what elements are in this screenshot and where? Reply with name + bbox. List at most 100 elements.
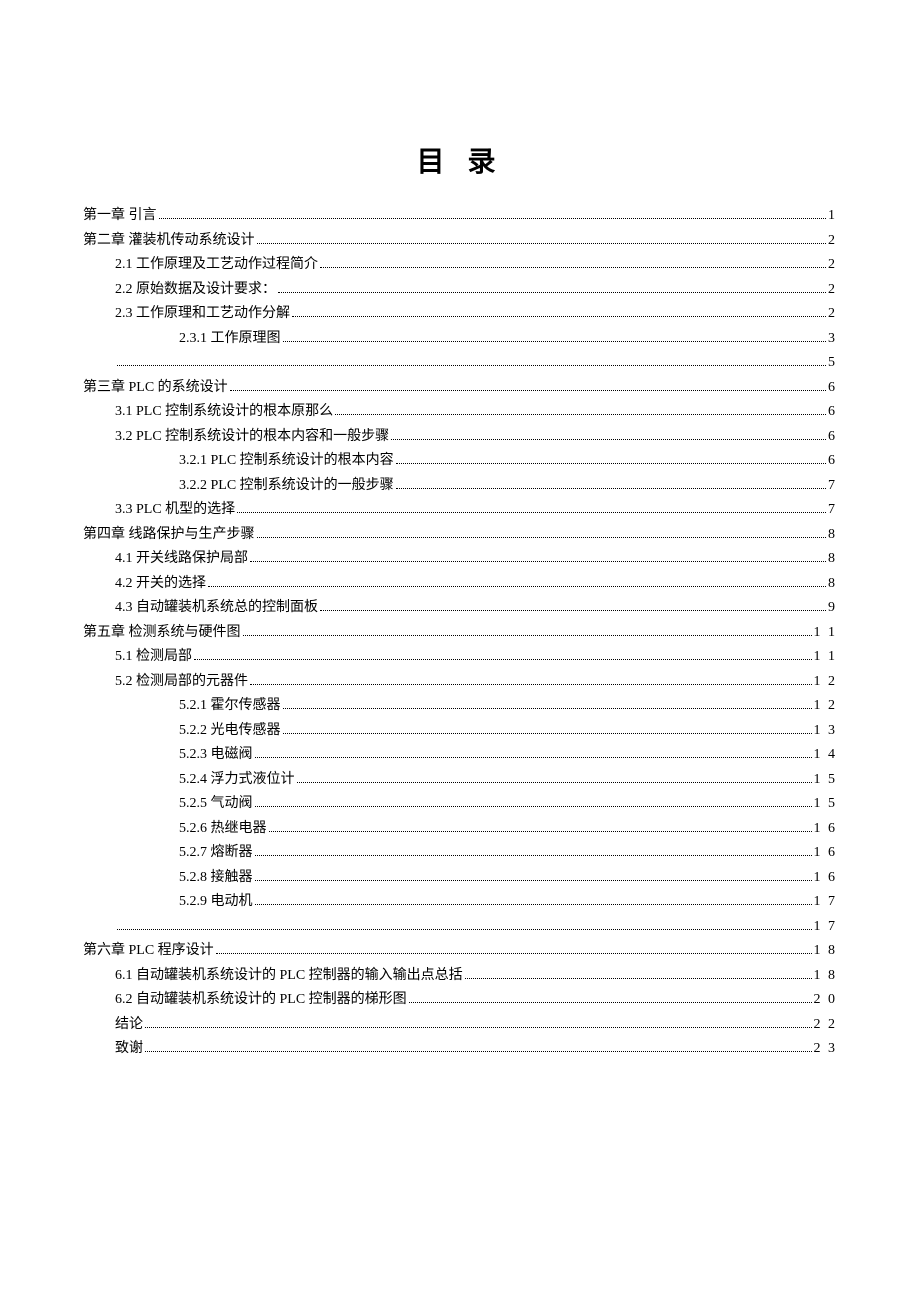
toc-entry-page: 1 1 xyxy=(814,645,838,670)
toc-entry: 5.2.9 电动机1 7 xyxy=(83,890,837,915)
toc-entry: 3.1 PLC 控制系统设计的根本原那么6 xyxy=(83,400,837,425)
toc-leader-dots xyxy=(396,463,826,464)
toc-entry-page: 7 xyxy=(828,498,837,523)
toc-entry-label: 3.2 PLC 控制系统设计的根本内容和一般步骤 xyxy=(115,425,389,450)
toc-entry-page: 1 6 xyxy=(814,841,838,866)
toc-leader-dots xyxy=(320,267,826,268)
toc-entry: 6.2 自动罐装机系统设计的 PLC 控制器的梯形图2 0 xyxy=(83,988,837,1013)
toc-entry-page: 2 2 xyxy=(814,1013,838,1038)
toc-entry-page: 7 xyxy=(828,474,837,499)
toc-leader-dots xyxy=(320,610,826,611)
toc-entry: 2.2 原始数据及设计要求： 2 xyxy=(83,278,837,303)
toc-entry-label: 5.2.8 接触器 xyxy=(179,866,253,891)
toc-entry-label: 3.3 PLC 机型的选择 xyxy=(115,498,235,523)
toc-leader-dots xyxy=(208,586,826,587)
toc-entry: 5 xyxy=(83,351,837,376)
toc-leader-dots xyxy=(255,880,812,881)
toc-entry: 6.1 自动罐装机系统设计的 PLC 控制器的输入输出点总括1 8 xyxy=(83,964,837,989)
toc-entry-label: 2.1 工作原理及工艺动作过程简介 xyxy=(115,253,318,278)
toc-entry: 5.2.5 气动阀1 5 xyxy=(83,792,837,817)
toc-leader-dots xyxy=(283,733,812,734)
toc-entry-label: 第五章 检测系统与硬件图 xyxy=(83,621,241,646)
toc-entry-page: 1 6 xyxy=(814,866,838,891)
toc-entry: 5.2.1 霍尔传感器1 2 xyxy=(83,694,837,719)
toc-entry: 第二章 灌装机传动系统设计2 xyxy=(83,229,837,254)
toc-entry: 第三章 PLC 的系统设计 6 xyxy=(83,376,837,401)
toc-title: 目 录 xyxy=(83,140,837,180)
toc-entry: 第六章 PLC 程序设计1 8 xyxy=(83,939,837,964)
toc-entry-label: 第六章 PLC 程序设计 xyxy=(83,939,214,964)
toc-entry: 2.1 工作原理及工艺动作过程简介 2 xyxy=(83,253,837,278)
toc-entry-page: 2 3 xyxy=(814,1037,838,1062)
toc-leader-dots xyxy=(255,757,812,758)
toc-entry-page: 1 4 xyxy=(814,743,838,768)
toc-leader-dots xyxy=(283,708,812,709)
toc-entry-label: 5.2.3 电磁阀 xyxy=(179,743,253,768)
toc-leader-dots xyxy=(396,488,826,489)
toc-entry-label: 结论 xyxy=(115,1013,143,1038)
toc-entry-label: 3.1 PLC 控制系统设计的根本原那么 xyxy=(115,400,333,425)
toc-entry-page: 1 5 xyxy=(814,768,838,793)
toc-entry: 3.3 PLC 机型的选择 7 xyxy=(83,498,837,523)
toc-leader-dots xyxy=(255,806,812,807)
toc-entry-page: 1 2 xyxy=(814,670,838,695)
toc-entry-page: 2 xyxy=(828,278,837,303)
toc-entry: 3.2.1 PLC 控制系统设计的根本内容6 xyxy=(83,449,837,474)
toc-entry-label: 5.2 检测局部的元器件 xyxy=(115,670,248,695)
toc-entry-page: 5 xyxy=(828,351,837,376)
toc-entry: 第四章 线路保护与生产步骤8 xyxy=(83,523,837,548)
toc-entry-label: 4.3 自动罐装机系统总的控制面板 xyxy=(115,596,318,621)
toc-entry-label: 5.2.2 光电传感器 xyxy=(179,719,281,744)
toc-leader-dots xyxy=(216,953,812,954)
toc-entry-page: 1 1 xyxy=(814,621,838,646)
toc-entry-page: 8 xyxy=(828,572,837,597)
toc-leader-dots xyxy=(159,218,827,219)
toc-leader-dots xyxy=(257,243,827,244)
toc-entry-label: 第一章 引言 xyxy=(83,204,157,229)
toc-entry-label: 2.3 工作原理和工艺动作分解 xyxy=(115,302,290,327)
toc-entry-label: 2.3.1 工作原理图 xyxy=(179,327,281,352)
toc-leader-dots xyxy=(230,390,826,391)
toc-entry: 2.3.1 工作原理图3 xyxy=(83,327,837,352)
toc-leader-dots xyxy=(465,978,812,979)
toc-entry-label: 6.1 自动罐装机系统设计的 PLC 控制器的输入输出点总括 xyxy=(115,964,463,989)
toc-entry: 5.2.3 电磁阀 1 4 xyxy=(83,743,837,768)
toc-entry-label: 3.2.2 PLC 控制系统设计的一般步骤 xyxy=(179,474,394,499)
toc-entry-page: 2 xyxy=(828,253,837,278)
toc-entry-label: 5.2.6 热继电器 xyxy=(179,817,267,842)
toc-entry-label: 4.1 开关线路保护局部 xyxy=(115,547,248,572)
toc-entry: 第五章 检测系统与硬件图 1 1 xyxy=(83,621,837,646)
toc-entry-page: 8 xyxy=(828,523,837,548)
toc-entry: 2.3 工作原理和工艺动作分解2 xyxy=(83,302,837,327)
toc-entry-label: 2.2 原始数据及设计要求： xyxy=(115,278,276,303)
toc-entry-label: 4.2 开关的选择 xyxy=(115,572,206,597)
toc-entry-page: 6 xyxy=(828,376,837,401)
toc-leader-dots xyxy=(409,1002,812,1003)
toc-leader-dots xyxy=(145,1027,812,1028)
toc-entry: 5.2.2 光电传感器1 3 xyxy=(83,719,837,744)
toc-leader-dots xyxy=(391,439,826,440)
toc-entry-page: 1 2 xyxy=(814,694,838,719)
toc-leader-dots xyxy=(269,831,812,832)
toc-entry: 5.2.4 浮力式液位计 1 5 xyxy=(83,768,837,793)
toc-entry: 5.1 检测局部1 1 xyxy=(83,645,837,670)
toc-entry-label: 5.2.4 浮力式液位计 xyxy=(179,768,295,793)
toc-entry: 5.2 检测局部的元器件 1 2 xyxy=(83,670,837,695)
toc-entry: 5.2.8 接触器 1 6 xyxy=(83,866,837,891)
toc-entry-page: 1 5 xyxy=(814,792,838,817)
toc-entry-label: 第三章 PLC 的系统设计 xyxy=(83,376,228,401)
toc-entry-page: 2 xyxy=(828,229,837,254)
toc-leader-dots xyxy=(255,855,812,856)
toc-entry-page: 1 6 xyxy=(814,817,838,842)
toc-leader-dots xyxy=(255,904,812,905)
toc-entry: 5.2.7 熔断器 1 6 xyxy=(83,841,837,866)
toc-leader-dots xyxy=(237,512,826,513)
toc-entry-page: 9 xyxy=(828,596,837,621)
toc-leader-dots xyxy=(117,929,812,930)
toc-leader-dots xyxy=(250,561,826,562)
toc-entry-page: 1 7 xyxy=(814,915,838,940)
toc-entry: 4.2 开关的选择 8 xyxy=(83,572,837,597)
toc-entry-label: 5.2.7 熔断器 xyxy=(179,841,253,866)
toc-entry-page: 6 xyxy=(828,449,837,474)
toc-leader-dots xyxy=(335,414,826,415)
